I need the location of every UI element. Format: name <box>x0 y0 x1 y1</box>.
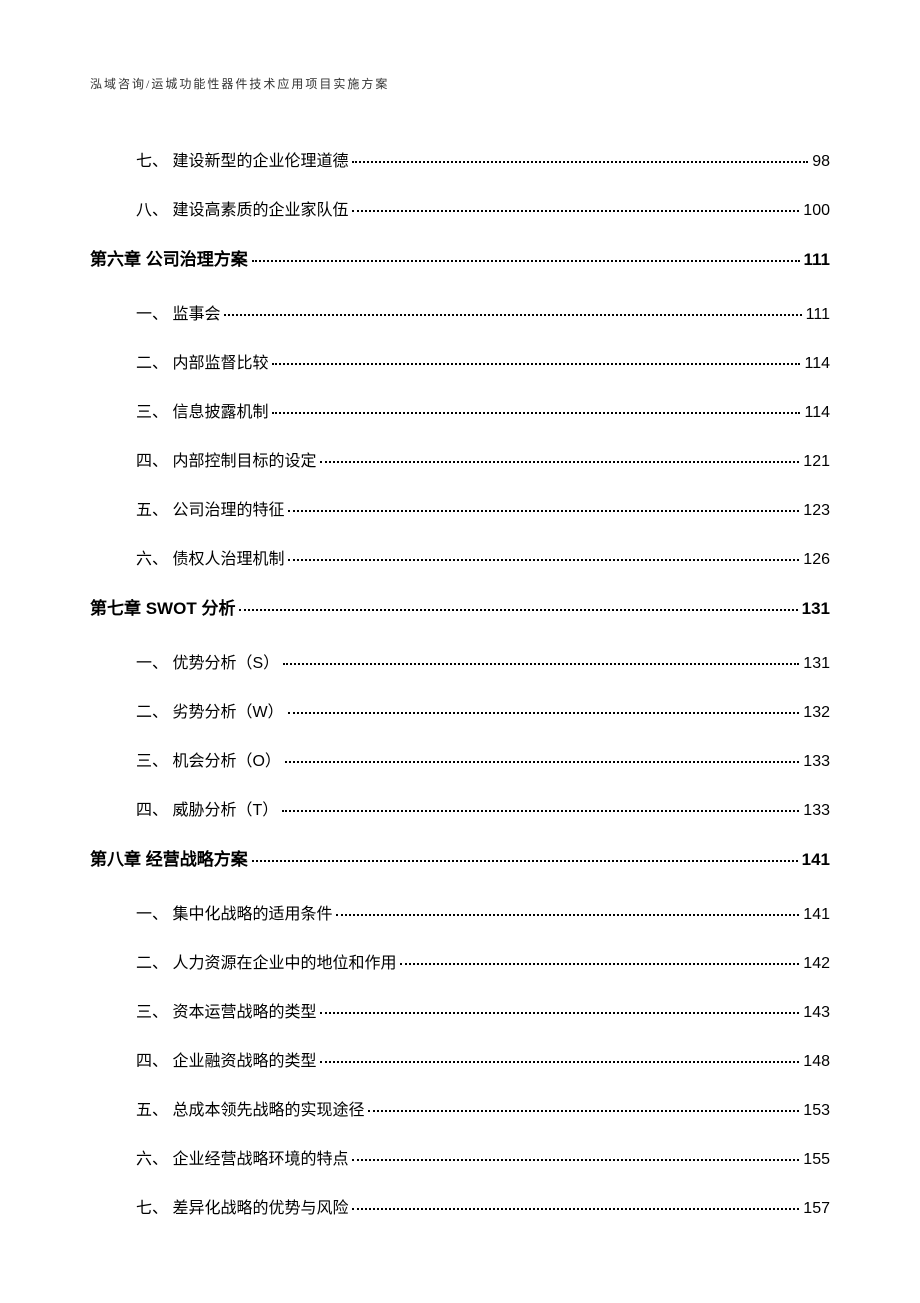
toc-chapter-entry: 第六章 公司治理方案 111 <box>90 245 830 270</box>
toc-entry-page: 131 <box>802 599 830 619</box>
toc-entry-page: 143 <box>803 1004 830 1022</box>
toc-dot-leader <box>288 559 799 561</box>
toc-dot-leader <box>320 1061 799 1063</box>
toc-sub-entry: 六、 债权人治理机制 126 <box>90 545 830 569</box>
document-page: 泓域咨询/运城功能性器件技术应用项目实施方案 七、 建设新型的企业伦理道德 98 八… <box>0 0 920 1303</box>
toc-dot-leader <box>285 761 799 763</box>
toc-entry-page: 123 <box>803 502 830 520</box>
toc-dot-leader <box>224 314 801 316</box>
toc-dot-leader <box>283 663 799 665</box>
toc-entry-page: 133 <box>803 753 830 771</box>
toc-chapter-entry: 第八章 经营战略方案 141 <box>90 845 830 870</box>
toc-sub-entry: 二、 内部监督比较 114 <box>90 349 830 373</box>
toc-entry-label: 六、 债权人治理机制 <box>136 545 284 569</box>
toc-sub-entry: 四、 内部控制目标的设定 121 <box>90 447 830 471</box>
toc-entry-label: 八、 建设高素质的企业家队伍 <box>136 196 348 220</box>
toc-dot-leader <box>252 260 800 262</box>
toc-entry-page: 142 <box>803 955 830 973</box>
toc-dot-leader <box>352 210 799 212</box>
toc-entry-label: 三、 机会分析（O） <box>136 747 281 771</box>
toc-entry-page: 126 <box>803 551 830 569</box>
toc-dot-leader <box>288 510 799 512</box>
toc-dot-leader <box>320 1012 799 1014</box>
toc-sub-entry: 七、 差异化战略的优势与风险 157 <box>90 1194 830 1218</box>
toc-sub-entry: 四、 企业融资战略的类型 148 <box>90 1047 830 1071</box>
toc-sub-entry: 五、 公司治理的特征 123 <box>90 496 830 520</box>
toc-dot-leader <box>336 914 799 916</box>
toc-dot-leader <box>352 161 808 163</box>
toc-entry-page: 141 <box>802 850 830 870</box>
toc-dot-leader <box>400 963 799 965</box>
toc-entry-label: 二、 劣势分析（W） <box>136 698 284 722</box>
toc-sub-entry: 一、 集中化战略的适用条件 141 <box>90 900 830 924</box>
toc-entry-label: 五、 公司治理的特征 <box>136 496 284 520</box>
toc-entry-label: 七、 建设新型的企业伦理道德 <box>136 147 348 171</box>
toc-dot-leader <box>282 810 799 812</box>
toc-dot-leader <box>368 1110 799 1112</box>
toc-dot-leader <box>288 712 800 714</box>
toc-sub-entry: 四、 威胁分析（T） 133 <box>90 796 830 820</box>
toc-entry-page: 153 <box>803 1102 830 1120</box>
toc-entry-page: 141 <box>803 906 830 924</box>
toc-entry-label: 第八章 经营战略方案 <box>90 845 248 870</box>
toc-sub-entry: 三、 资本运营战略的类型 143 <box>90 998 830 1022</box>
toc-sub-entry: 二、 劣势分析（W） 132 <box>90 698 830 722</box>
page-header: 泓域咨询/运城功能性器件技术应用项目实施方案 <box>90 75 830 92</box>
toc-dot-leader <box>272 412 800 414</box>
toc-entry-page: 148 <box>803 1053 830 1071</box>
toc-sub-entry: 三、 信息披露机制 114 <box>90 398 830 422</box>
toc-entry-label: 四、 企业融资战略的类型 <box>136 1047 316 1071</box>
toc-entry-page: 100 <box>803 202 830 220</box>
toc-dot-leader <box>352 1208 799 1210</box>
toc-entry-page: 98 <box>812 153 830 171</box>
toc-entry-page: 111 <box>806 306 830 324</box>
toc-entry-page: 114 <box>804 404 830 422</box>
toc-dot-leader <box>320 461 799 463</box>
toc-entry-label: 一、 监事会 <box>136 300 220 324</box>
toc-entry-page: 111 <box>804 250 831 270</box>
toc-entry-label: 二、 人力资源在企业中的地位和作用 <box>136 949 396 973</box>
toc-entry-page: 114 <box>804 355 830 373</box>
toc-entry-page: 155 <box>803 1151 830 1169</box>
toc-entry-page: 132 <box>803 704 830 722</box>
toc-sub-entry: 七、 建设新型的企业伦理道德 98 <box>90 147 830 171</box>
toc-dot-leader <box>239 609 797 611</box>
toc-entry-page: 131 <box>803 655 830 673</box>
toc-entry-label: 第七章 SWOT 分析 <box>90 594 235 619</box>
toc-sub-entry: 六、 企业经营战略环境的特点 155 <box>90 1145 830 1169</box>
toc-sub-entry: 一、 优势分析（S） 131 <box>90 649 830 673</box>
toc-sub-entry: 五、 总成本领先战略的实现途径 153 <box>90 1096 830 1120</box>
toc-entry-label: 六、 企业经营战略环境的特点 <box>136 1145 348 1169</box>
toc-sub-entry: 二、 人力资源在企业中的地位和作用 142 <box>90 949 830 973</box>
toc-sub-entry: 一、 监事会 111 <box>90 300 830 324</box>
toc-entry-label: 一、 集中化战略的适用条件 <box>136 900 332 924</box>
toc-entry-label: 第六章 公司治理方案 <box>90 245 248 270</box>
table-of-contents: 七、 建设新型的企业伦理道德 98 八、 建设高素质的企业家队伍 100 第六章 公司治… <box>90 147 830 1218</box>
toc-dot-leader <box>252 860 798 862</box>
toc-chapter-entry: 第七章 SWOT 分析 131 <box>90 594 830 619</box>
toc-entry-label: 七、 差异化战略的优势与风险 <box>136 1194 348 1218</box>
toc-entry-page: 157 <box>803 1200 830 1218</box>
toc-entry-label: 一、 优势分析（S） <box>136 649 279 673</box>
toc-entry-label: 四、 威胁分析（T） <box>136 796 278 820</box>
toc-entry-label: 三、 资本运营战略的类型 <box>136 998 316 1022</box>
toc-sub-entry: 八、 建设高素质的企业家队伍 100 <box>90 196 830 220</box>
toc-entry-label: 五、 总成本领先战略的实现途径 <box>136 1096 364 1120</box>
toc-sub-entry: 三、 机会分析（O） 133 <box>90 747 830 771</box>
toc-entry-label: 二、 内部监督比较 <box>136 349 268 373</box>
toc-entry-page: 133 <box>803 802 830 820</box>
toc-entry-label: 四、 内部控制目标的设定 <box>136 447 316 471</box>
toc-dot-leader <box>352 1159 799 1161</box>
toc-dot-leader <box>272 363 800 365</box>
toc-entry-page: 121 <box>803 453 830 471</box>
toc-entry-label: 三、 信息披露机制 <box>136 398 268 422</box>
